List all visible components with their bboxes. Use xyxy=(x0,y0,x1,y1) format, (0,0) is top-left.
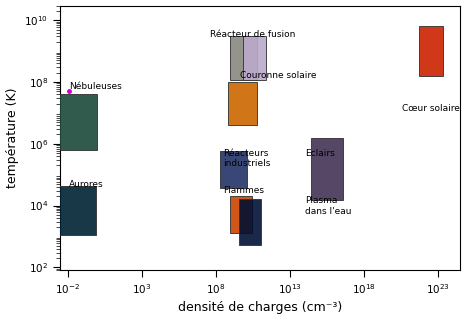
Bar xyxy=(419,27,443,76)
Bar xyxy=(56,94,97,150)
Bar xyxy=(220,151,247,188)
Bar xyxy=(227,82,257,125)
Text: Eclairs: Eclairs xyxy=(305,148,335,157)
Text: Plasma
dans l'eau: Plasma dans l'eau xyxy=(305,196,351,216)
Bar xyxy=(230,196,252,233)
Text: Cœur solaire: Cœur solaire xyxy=(402,104,460,113)
Y-axis label: température (K): température (K) xyxy=(6,88,19,188)
X-axis label: densité de charges (cm⁻³): densité de charges (cm⁻³) xyxy=(178,301,342,315)
Bar xyxy=(230,36,257,80)
Bar xyxy=(311,138,343,200)
Text: Couronne solaire: Couronne solaire xyxy=(240,71,316,80)
Text: Flammes: Flammes xyxy=(223,186,264,195)
Bar xyxy=(54,186,95,235)
Text: Réacteurs
industriels: Réacteurs industriels xyxy=(223,148,271,168)
Text: Aurores: Aurores xyxy=(69,180,103,189)
Text: Nébuleuses: Nébuleuses xyxy=(69,82,122,91)
Bar xyxy=(243,36,266,80)
Bar xyxy=(239,198,261,245)
Text: Réacteur de fusion: Réacteur de fusion xyxy=(210,30,295,39)
